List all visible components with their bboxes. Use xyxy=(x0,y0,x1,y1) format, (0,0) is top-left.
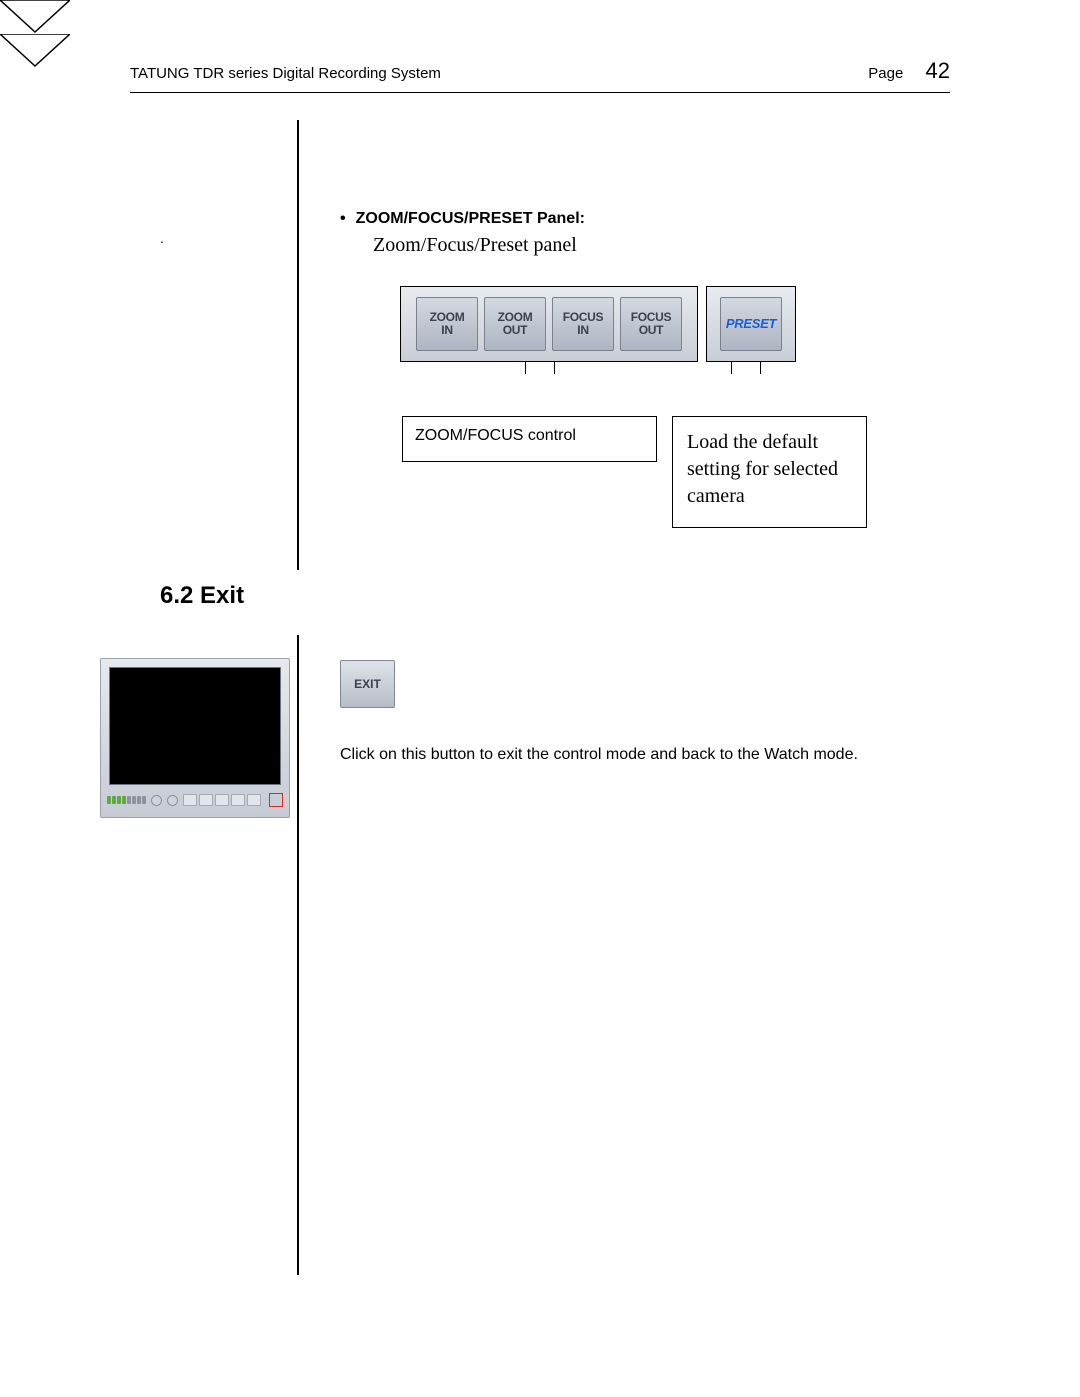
section-number: 6.2 xyxy=(160,582,193,609)
led-icon xyxy=(112,796,116,804)
led-icon xyxy=(127,796,131,804)
preset-button-group: PRESET xyxy=(706,286,796,362)
arrow-down-icon xyxy=(0,0,1080,34)
monitor-thumbnail xyxy=(100,658,290,818)
vertical-divider-bottom xyxy=(297,635,299,1275)
zoom-focus-label: ZOOM/FOCUS control xyxy=(415,427,576,444)
chip-group xyxy=(183,794,261,806)
page-label-wrap: Page 42 xyxy=(868,58,950,84)
panel-heading-text: ZOOM/FOCUS/PRESET Panel: xyxy=(356,210,585,227)
monitor-screen xyxy=(109,667,281,785)
arrow-right-stem xyxy=(731,362,761,374)
chip-icon xyxy=(247,794,261,806)
led-icon xyxy=(117,796,121,804)
led-icon xyxy=(122,796,126,804)
exit-button[interactable]: EXIT xyxy=(340,660,395,708)
zoom-focus-label-box: ZOOM/FOCUS control xyxy=(402,416,657,462)
preset-label: Load the default setting for selected ca… xyxy=(687,431,838,507)
chip-icon xyxy=(231,794,245,806)
led-icon xyxy=(137,796,141,804)
led-icon xyxy=(107,796,111,804)
vertical-divider-top xyxy=(297,120,299,570)
preset-label-box: Load the default setting for selected ca… xyxy=(672,416,867,528)
focus-in-button[interactable]: FOCUS IN xyxy=(552,297,614,351)
led-icon xyxy=(132,796,136,804)
knob-icon xyxy=(151,795,162,806)
page-number: 42 xyxy=(926,58,950,83)
exit-description: Click on this button to exit the control… xyxy=(340,746,950,764)
zoom-out-button[interactable]: ZOOM OUT xyxy=(484,297,546,351)
chip-icon xyxy=(215,794,229,806)
chip-icon xyxy=(183,794,197,806)
chip-icon xyxy=(199,794,213,806)
header-rule xyxy=(130,92,950,93)
doc-title: TATUNG TDR series Digital Recording Syst… xyxy=(130,65,441,82)
section-title: Exit xyxy=(200,582,244,609)
led-icon xyxy=(142,796,146,804)
preset-button[interactable]: PRESET xyxy=(720,297,782,351)
panel-subtitle: Zoom/Focus/Preset panel xyxy=(373,234,577,257)
knob-icon xyxy=(167,795,178,806)
monitor-toolbar xyxy=(107,789,283,811)
section-heading: 6.2 Exit xyxy=(160,582,244,610)
margin-bullet: . xyxy=(160,230,164,246)
panel-heading: • ZOOM/FOCUS/PRESET Panel: xyxy=(340,210,585,228)
page-header: TATUNG TDR series Digital Recording Syst… xyxy=(130,58,950,84)
exit-highlight-box xyxy=(269,793,283,807)
zoom-in-button[interactable]: ZOOM IN xyxy=(416,297,478,351)
page-label: Page xyxy=(868,65,903,82)
arrow-left-stem xyxy=(525,362,555,374)
bullet-icon: • xyxy=(340,210,346,227)
focus-out-button[interactable]: FOCUS OUT xyxy=(620,297,682,351)
zoom-focus-button-group: ZOOM IN ZOOM OUT FOCUS IN FOCUS OUT xyxy=(400,286,698,362)
